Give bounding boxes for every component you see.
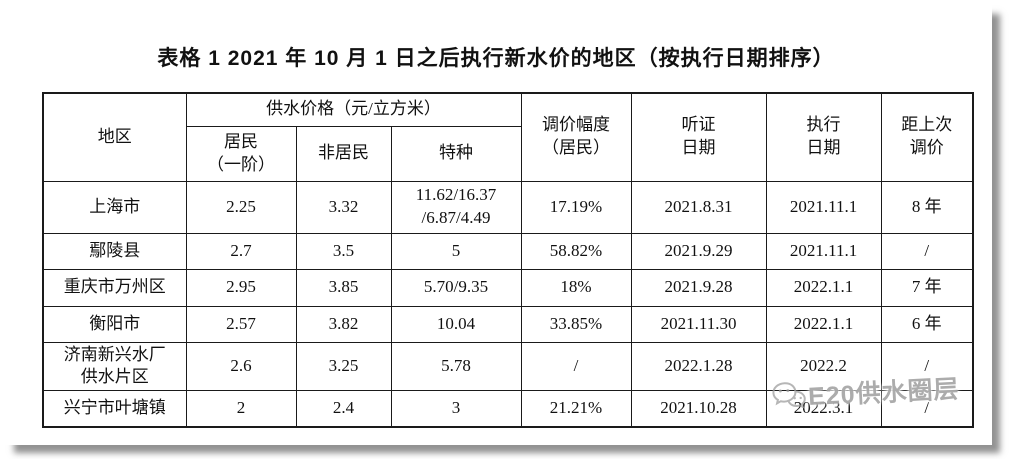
document-page: 表格 1 2021 年 10 月 1 日之后执行新水价的地区（按执行日期排序） …: [42, 47, 975, 428]
cell-since-last: /: [880, 390, 974, 428]
table-row: 重庆市万州区 2.95 3.85 5.70/9.35 18% 2021.9.28…: [42, 268, 974, 307]
cell-hearing-date: 2021.8.31: [630, 180, 767, 234]
cell-nonresident-price: 2.4: [295, 390, 392, 428]
cell-resident-price: 2.57: [185, 305, 297, 343]
cell-special-price: 10.04: [390, 305, 522, 343]
cell-region: 重庆市万州区: [42, 268, 187, 307]
cell-nonresident-price: 3.82: [295, 305, 392, 343]
header-non-resident: 非居民: [295, 125, 392, 182]
cell-execution-date: 2022.1.1: [765, 305, 882, 343]
cell-execution-date: 2021.11.1: [765, 232, 882, 270]
cell-nonresident-price: 3.85: [295, 268, 392, 307]
cell-resident-price: 2.6: [185, 341, 297, 392]
header-adjustment: 调价幅度 （居民）: [520, 92, 632, 182]
cell-execution-date: 2022.1.1: [765, 268, 882, 307]
cell-special-price: 5.70/9.35: [390, 268, 522, 307]
cell-since-last: 6 年: [880, 305, 974, 343]
cell-execution-date: 2022.2: [765, 341, 882, 392]
cell-hearing-date: 2021.11.30: [630, 305, 767, 343]
cell-since-last: /: [880, 341, 974, 392]
cell-resident-price: 2.7: [185, 232, 297, 270]
header-hearing-date: 听证 日期: [630, 92, 767, 182]
header-price-group: 供水价格（元/立方米）: [185, 92, 522, 127]
cell-adjustment: 33.85%: [520, 305, 632, 343]
cell-resident-price: 2.25: [185, 180, 297, 234]
header-special: 特种: [390, 125, 522, 182]
cell-adjustment: 21.21%: [520, 390, 632, 428]
table-row: 上海市 2.25 3.32 11.62/16.37 /6.87/4.49 17.…: [42, 180, 974, 234]
cell-resident-price: 2: [185, 390, 297, 428]
table-row: 衡阳市 2.57 3.82 10.04 33.85% 2021.11.30 20…: [42, 305, 974, 343]
cell-special-price: 11.62/16.37 /6.87/4.49: [390, 180, 522, 234]
table-row: 兴宁市叶塘镇 2 2.4 3 21.21% 2021.10.28 2022.3.…: [42, 390, 974, 428]
cell-region: 鄢陵县: [42, 232, 187, 270]
cell-hearing-date: 2022.1.28: [630, 341, 767, 392]
cell-adjustment: /: [520, 341, 632, 392]
cell-hearing-date: 2021.9.29: [630, 232, 767, 270]
cell-hearing-date: 2021.9.28: [630, 268, 767, 307]
cell-region: 上海市: [42, 180, 187, 234]
cell-adjustment: 18%: [520, 268, 632, 307]
cell-adjustment: 58.82%: [520, 232, 632, 270]
cell-execution-date: 2022.3.1: [765, 390, 882, 428]
header-since-last: 距上次 调价: [880, 92, 974, 182]
cell-special-price: 5: [390, 232, 522, 270]
cell-region: 兴宁市叶塘镇: [42, 390, 187, 428]
header-execution-date: 执行 日期: [765, 92, 882, 182]
cell-nonresident-price: 3.5: [295, 232, 392, 270]
header-row-2: 居民 （一阶） 非居民 特种: [43, 125, 973, 182]
cell-since-last: 8 年: [880, 180, 974, 234]
cell-since-last: 7 年: [880, 268, 974, 307]
cell-region: 济南新兴水厂 供水片区: [42, 341, 187, 392]
cell-resident-price: 2.95: [185, 268, 297, 307]
cell-adjustment: 17.19%: [520, 180, 632, 234]
water-price-table: 地区 供水价格（元/立方米） 调价幅度 （居民） 听证 日期 执行 日期 距上次…: [42, 92, 975, 428]
table-title: 表格 1 2021 年 10 月 1 日之后执行新水价的地区（按执行日期排序）: [157, 47, 835, 70]
header-row-1: 地区 供水价格（元/立方米） 调价幅度 （居民） 听证 日期 执行 日期 距上次…: [42, 92, 974, 182]
header-resident: 居民 （一阶）: [185, 125, 297, 182]
table-row: 鄢陵县 2.7 3.5 5 58.82% 2021.9.29 2021.11.1…: [42, 232, 974, 270]
header-region: 地区: [42, 92, 187, 182]
cell-nonresident-price: 3.32: [295, 180, 392, 234]
cell-since-last: /: [880, 232, 974, 270]
cell-region: 衡阳市: [42, 305, 187, 343]
table-row: 济南新兴水厂 供水片区 2.6 3.25 5.78 / 2022.1.28 20…: [42, 341, 974, 392]
cell-nonresident-price: 3.25: [295, 341, 392, 392]
cell-special-price: 3: [390, 390, 522, 428]
cell-execution-date: 2021.11.1: [765, 180, 882, 234]
cell-hearing-date: 2021.10.28: [630, 390, 767, 428]
cell-special-price: 5.78: [390, 341, 522, 392]
